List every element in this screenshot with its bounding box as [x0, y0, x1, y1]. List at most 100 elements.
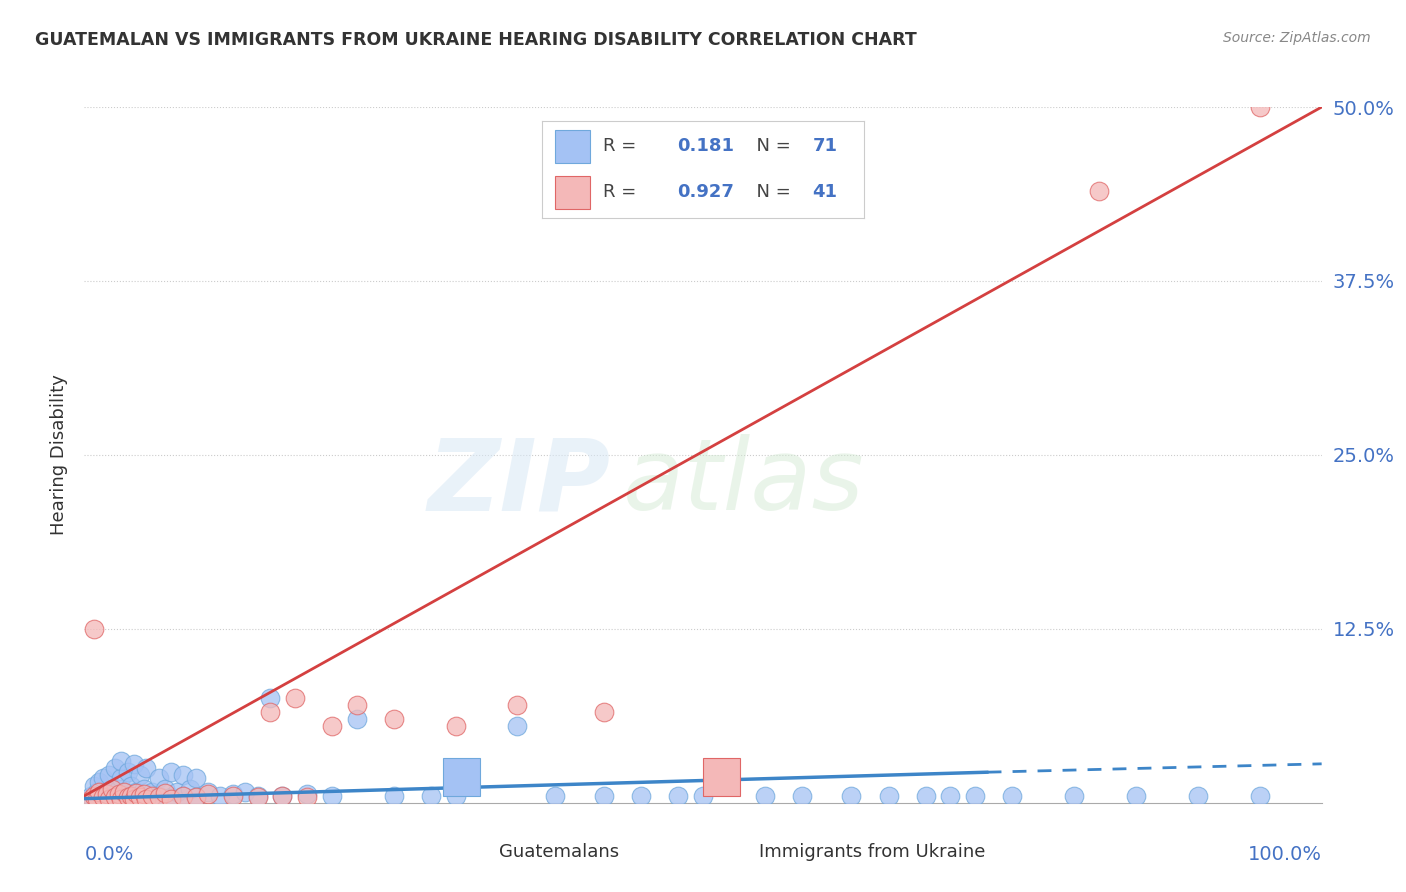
Point [129, 790, 152, 805]
Point [877, 789, 900, 803]
Point [117, 790, 139, 805]
Point [506, 698, 529, 713]
Point [86, 785, 108, 799]
Point [692, 789, 714, 803]
Point [153, 786, 176, 800]
Point [197, 788, 219, 802]
Point [1249, 100, 1271, 114]
Point [132, 781, 155, 796]
Point [197, 785, 219, 799]
Point [91, 789, 114, 803]
Point [1063, 789, 1085, 803]
Point [1001, 789, 1024, 803]
Point [222, 788, 245, 802]
Point [259, 691, 281, 706]
Point [172, 789, 194, 803]
Point [104, 761, 127, 775]
Point [86, 791, 108, 805]
FancyBboxPatch shape [703, 757, 740, 796]
Point [295, 788, 318, 802]
Point [382, 789, 405, 803]
Point [110, 771, 132, 785]
Text: 0.0%: 0.0% [84, 845, 134, 863]
Point [593, 789, 616, 803]
Y-axis label: Hearing Disability: Hearing Disability [49, 375, 67, 535]
Point [222, 789, 245, 803]
Point [346, 698, 368, 713]
Point [117, 765, 139, 780]
Point [209, 789, 232, 803]
Point [1249, 789, 1271, 803]
Point [91, 790, 114, 805]
Point [129, 790, 152, 805]
Point [98, 791, 121, 805]
Point [112, 785, 135, 799]
Point [246, 789, 269, 803]
Point [172, 789, 194, 803]
Point [284, 691, 307, 706]
Point [666, 789, 689, 803]
Point [506, 719, 529, 733]
Point [841, 789, 863, 803]
Text: ZIP: ZIP [427, 434, 610, 532]
Point [120, 779, 142, 793]
Point [122, 791, 145, 805]
Point [112, 785, 135, 799]
Point [172, 768, 194, 782]
Point [184, 771, 207, 785]
Text: Guatemalans: Guatemalans [499, 843, 619, 861]
Point [79, 789, 101, 803]
Point [160, 791, 183, 805]
Point [98, 791, 121, 805]
Point [246, 790, 269, 805]
Point [125, 786, 148, 800]
Point [100, 781, 122, 796]
Text: Immigrants from Ukraine: Immigrants from Ukraine [759, 843, 986, 861]
Point [96, 788, 118, 802]
Point [122, 790, 145, 805]
Point [184, 790, 207, 805]
Point [89, 785, 111, 799]
Point [110, 754, 132, 768]
Point [160, 765, 183, 780]
Point [83, 779, 105, 793]
Point [83, 789, 105, 803]
Point [444, 719, 467, 733]
Point [914, 789, 936, 803]
Point [110, 791, 132, 805]
Point [117, 789, 139, 803]
Point [790, 789, 813, 803]
Point [179, 781, 201, 796]
Point [630, 789, 652, 803]
Point [233, 785, 256, 799]
Point [141, 785, 163, 799]
Point [939, 789, 962, 803]
Point [148, 790, 170, 805]
Point [120, 789, 142, 803]
Point [104, 790, 127, 805]
FancyBboxPatch shape [443, 757, 481, 796]
Point [79, 791, 101, 805]
Text: atlas: atlas [623, 434, 865, 532]
Point [259, 706, 281, 720]
Point [91, 771, 114, 785]
Point [110, 791, 132, 805]
Point [184, 790, 207, 805]
Point [148, 771, 170, 785]
Point [129, 768, 152, 782]
Point [444, 789, 467, 803]
Point [160, 790, 183, 805]
Point [271, 789, 294, 803]
Text: 100.0%: 100.0% [1247, 845, 1322, 863]
Point [153, 781, 176, 796]
Point [543, 789, 565, 803]
Point [1125, 789, 1147, 803]
Point [965, 789, 987, 803]
Point [1088, 184, 1111, 198]
Point [96, 785, 118, 799]
Point [83, 622, 105, 636]
Point [419, 789, 441, 803]
Point [593, 706, 616, 720]
Text: GUATEMALAN VS IMMIGRANTS FROM UKRAINE HEARING DISABILITY CORRELATION CHART: GUATEMALAN VS IMMIGRANTS FROM UKRAINE HE… [35, 31, 917, 49]
Point [135, 761, 157, 775]
